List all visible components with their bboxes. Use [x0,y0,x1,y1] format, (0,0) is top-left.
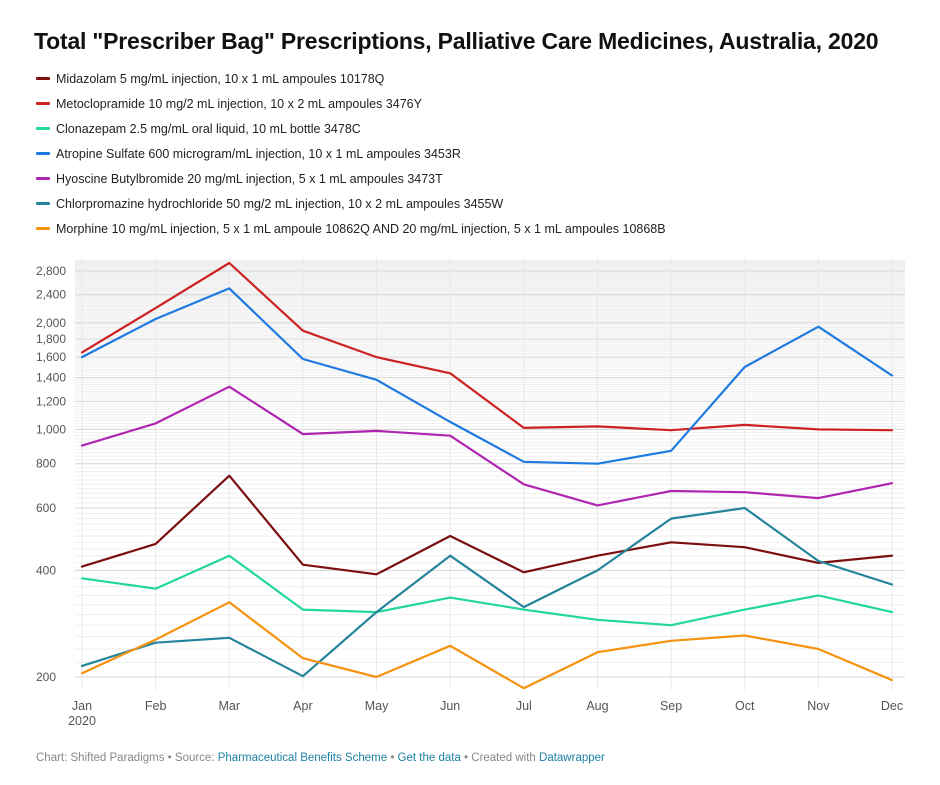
x-tick-label: Nov [807,699,830,713]
series-line [80,554,894,627]
source-link[interactable]: Pharmaceutical Benefits Scheme [217,752,388,764]
legend-swatch [36,227,50,230]
x-tick-label: Jul [516,699,532,713]
x-tick-label: Apr [293,699,312,713]
footer-credit: Chart: Shifted Paradigms • Source: [36,752,218,764]
plot-background [75,258,905,690]
line-chart: 200 400 600 800 1,000 1,200 1,400 1,600 1,800 2,0… [36,258,905,728]
chart-title: Total "Prescriber Bag" Prescriptions, Pa… [34,28,879,54]
x-tick-year-label: 2020 [68,714,96,728]
legend-swatch [36,177,50,180]
series-line [80,385,894,507]
y-tick-label: 1,800 [36,332,66,346]
chart-footer: Chart: Shifted Paradigms • Source: Pharm… [36,752,605,764]
y-tick-label: 200 [36,670,56,684]
footer-separator: • [387,752,398,764]
y-tick-label: 800 [36,457,56,471]
x-tick-label: Feb [145,699,167,713]
x-tick-label: May [365,699,389,713]
series-line [80,261,894,432]
legend-item: Metoclopramide 10 mg/2 mL injection, 10 … [36,91,666,116]
grid-lines [75,258,905,690]
legend-swatch [36,202,50,205]
legend-swatch [36,77,50,80]
series-line [80,474,894,576]
get-data-link[interactable]: Get the data [397,752,461,764]
y-tick-label: 1,600 [36,350,66,364]
legend-swatch [36,102,50,105]
series-lines [80,261,894,690]
x-tick-label: Jan [72,699,92,713]
legend-item: Chlorpromazine hydrochloride 50 mg/2 mL … [36,191,666,216]
legend-label: Atropine Sulfate 600 microgram/mL inject… [56,146,461,161]
legend-label: Hyoscine Butylbromide 20 mg/mL injection… [56,171,443,186]
x-tick-label: Dec [881,699,903,713]
legend-item: Clonazepam 2.5 mg/mL oral liquid, 10 mL … [36,116,666,141]
series-line [80,287,894,465]
series-line [80,601,894,690]
legend-item: Hyoscine Butylbromide 20 mg/mL injection… [36,166,666,191]
legend-label: Morphine 10 mg/mL injection, 5 x 1 mL am… [56,221,666,236]
x-tick-label: Aug [586,699,608,713]
legend-swatch [36,127,50,130]
y-tick-label: 1,000 [36,422,66,436]
legend-item: Atropine Sulfate 600 microgram/mL inject… [36,141,666,166]
y-tick-label: 2,000 [36,316,66,330]
y-tick-label: 1,200 [36,394,66,408]
x-tick-label: Jun [440,699,460,713]
chart-legend: Midazolam 5 mg/mL injection, 10 x 1 mL a… [36,66,666,241]
legend-item: Morphine 10 mg/mL injection, 5 x 1 mL am… [36,216,666,241]
legend-item: Midazolam 5 mg/mL injection, 10 x 1 mL a… [36,66,666,91]
legend-swatch [36,152,50,155]
y-tick-label: 1,400 [36,371,66,385]
legend-label: Metoclopramide 10 mg/2 mL injection, 10 … [56,96,422,111]
x-axis-tick-labels: Jan Feb Mar Apr May Jun Jul Aug Sep Oct Nov Dec 2020 [68,699,903,728]
x-tick-label: Mar [219,699,241,713]
legend-label: Chlorpromazine hydrochloride 50 mg/2 mL … [56,196,504,211]
x-tick-label: Oct [735,699,755,713]
y-tick-label: 2,400 [36,288,66,302]
legend-label: Clonazepam 2.5 mg/mL oral liquid, 10 mL … [56,121,361,136]
y-tick-label: 400 [36,563,56,577]
y-tick-label: 2,800 [36,264,66,278]
legend-label: Midazolam 5 mg/mL injection, 10 x 1 mL a… [56,71,385,86]
datawrapper-link[interactable]: Datawrapper [539,752,605,764]
y-axis-tick-labels: 200 400 600 800 1,000 1,200 1,400 1,600 1,800 2,0… [36,264,66,684]
x-tick-label: Sep [660,699,682,713]
y-tick-label: 600 [36,501,56,515]
footer-created-with: • Created with [460,752,540,764]
series-line [80,506,894,678]
